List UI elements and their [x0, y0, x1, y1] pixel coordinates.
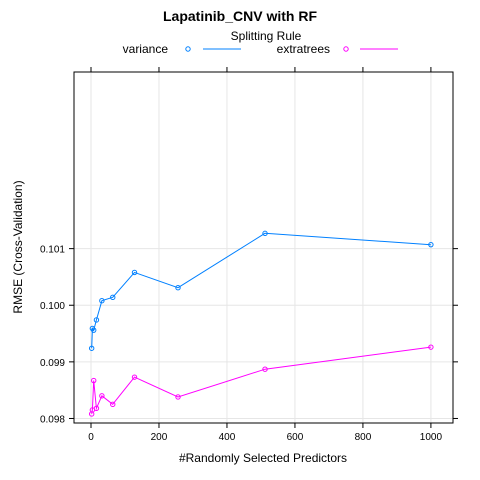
x-tick-label: 400	[219, 432, 236, 443]
plot-frame	[73, 71, 454, 424]
data-point-variance	[262, 230, 268, 237]
legend-marker-extratrees	[343, 46, 349, 52]
legend-title: Splitting Rule	[231, 29, 302, 43]
data-point-extratrees	[91, 377, 97, 384]
y-tick-label: 0.098	[40, 414, 65, 425]
data-point-variance	[175, 284, 181, 291]
data-point-variance	[91, 327, 97, 333]
legend: variance extratrees	[123, 42, 398, 56]
legend-label-variance: variance	[123, 42, 169, 56]
legend-marker-variance	[185, 46, 191, 52]
data-point-extratrees	[99, 393, 105, 399]
data-point-variance	[131, 269, 138, 276]
x-tick-label: 600	[287, 432, 304, 443]
x-tick-label: 1000	[420, 432, 443, 443]
legend-label-extratrees: extratrees	[277, 42, 330, 56]
data-point-variance	[428, 241, 434, 248]
x-tick-label: 200	[151, 432, 168, 443]
y-tick-label: 0.099	[40, 358, 65, 369]
data-point-variance	[99, 298, 105, 304]
y-tick-label: 0.101	[40, 245, 65, 256]
data-point-variance	[93, 317, 100, 323]
data-point-variance	[88, 345, 95, 351]
data-point-extratrees	[93, 405, 100, 411]
series-line-extratrees	[91, 346, 431, 414]
x-axis: 0 200 400 600 800 1000	[88, 67, 442, 443]
series-line-variance	[91, 232, 431, 349]
data-point-extratrees	[131, 374, 138, 380]
y-axis-label: RMSE (Cross-Validation)	[11, 180, 25, 313]
data-point-extratrees	[262, 366, 268, 372]
x-tick-label: 800	[355, 432, 372, 443]
data-point-extratrees	[175, 394, 181, 400]
chart-title: Lapatinib_CNV with RF	[163, 8, 317, 24]
data-point-variance	[110, 294, 116, 301]
series-layer	[88, 230, 434, 417]
x-tick-label: 0	[88, 432, 94, 443]
y-tick-label: 0.100	[40, 301, 65, 312]
y-axis: 0.098 0.099 0.100 0.101	[40, 245, 458, 425]
data-point-extratrees	[110, 401, 116, 408]
grid	[74, 72, 453, 423]
data-point-extratrees	[428, 344, 434, 350]
x-axis-label: #Randomly Selected Predictors	[179, 451, 347, 465]
